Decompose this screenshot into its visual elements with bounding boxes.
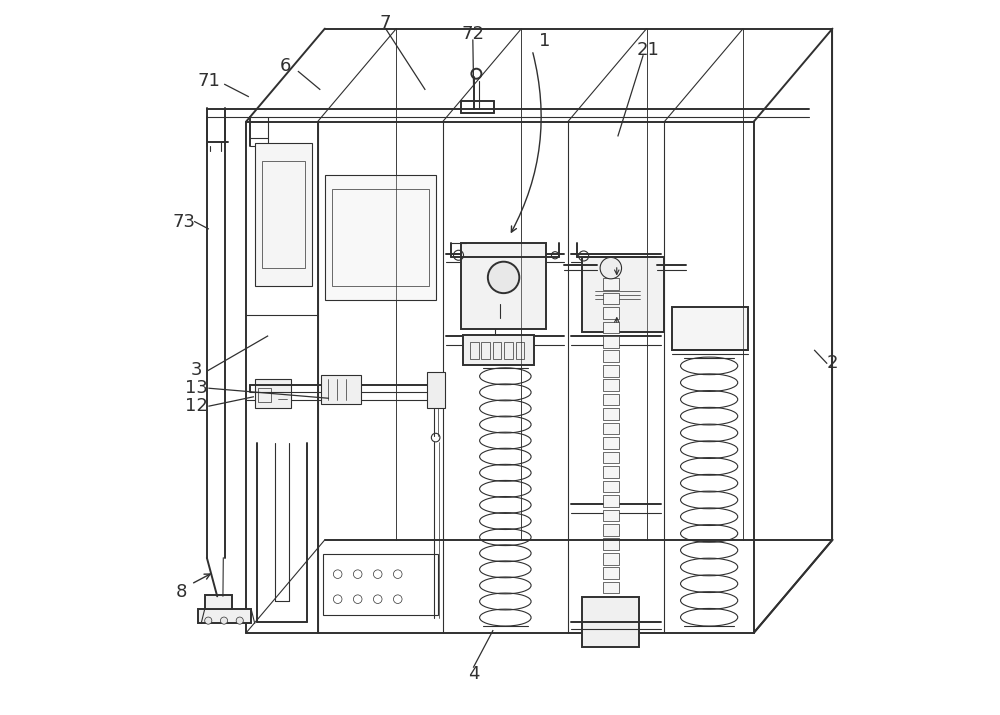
Text: 13: 13 [185,379,208,398]
Text: 1: 1 [539,32,551,51]
Bar [198,609,251,623]
Bar [332,189,428,286]
Bar [603,466,619,478]
Circle shape [205,617,212,624]
Text: 7: 7 [380,14,391,32]
Text: 2: 2 [827,354,838,373]
Text: 71: 71 [198,72,220,90]
Bar [603,365,619,377]
Bar [603,307,619,319]
Circle shape [236,617,243,624]
Bar [603,336,619,347]
Text: 8: 8 [176,583,188,601]
Bar [603,380,619,391]
Bar [470,342,479,359]
Bar [603,438,619,449]
Bar [603,582,619,593]
Bar [582,597,639,647]
Bar [323,554,438,615]
Bar [205,595,232,609]
Text: 3: 3 [190,361,202,380]
Bar [603,408,619,420]
Text: 73: 73 [172,212,195,231]
Text: 4: 4 [468,665,479,684]
Circle shape [488,262,519,293]
Bar [493,342,501,359]
Bar [427,372,445,408]
Circle shape [600,257,622,279]
Bar [603,322,619,333]
Bar [603,292,619,304]
Bar [603,510,619,521]
Circle shape [220,617,228,624]
Bar [603,350,619,362]
Bar [262,161,305,268]
Bar [258,388,271,402]
Bar [603,524,619,536]
Bar [603,278,619,290]
Bar [603,452,619,463]
Bar [321,375,361,404]
Bar [255,143,312,286]
Bar [255,379,291,408]
Bar [504,342,513,359]
Bar [603,538,619,550]
Bar [672,307,748,350]
Bar [582,257,664,332]
Text: 6: 6 [280,57,291,76]
Bar [461,243,546,329]
Text: 12: 12 [185,397,208,415]
Bar [603,394,619,405]
Bar [603,480,619,492]
Text: 72: 72 [461,25,484,44]
Bar [603,495,619,507]
Bar [516,342,524,359]
Text: 21: 21 [637,41,659,59]
Bar [325,175,436,300]
Bar [603,423,619,435]
Bar [481,342,490,359]
Bar [603,568,619,579]
Bar [603,553,619,565]
Bar [463,335,534,365]
